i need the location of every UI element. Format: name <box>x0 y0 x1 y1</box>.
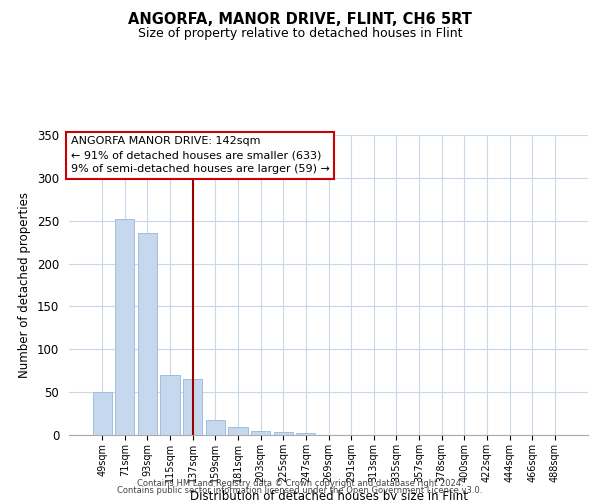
Bar <box>138 232 157 435</box>
X-axis label: Distribution of detached houses by size in Flint: Distribution of detached houses by size … <box>190 490 467 500</box>
Text: Contains public sector information licensed under the Open Government Licence v3: Contains public sector information licen… <box>118 486 482 495</box>
Bar <box>251 430 270 435</box>
Bar <box>296 434 316 435</box>
Y-axis label: Number of detached properties: Number of detached properties <box>19 192 31 378</box>
Text: Size of property relative to detached houses in Flint: Size of property relative to detached ho… <box>138 28 462 40</box>
Bar <box>183 380 202 435</box>
Bar <box>160 375 180 435</box>
Text: ANGORFA, MANOR DRIVE, FLINT, CH6 5RT: ANGORFA, MANOR DRIVE, FLINT, CH6 5RT <box>128 12 472 28</box>
Bar <box>229 428 248 435</box>
Text: ANGORFA MANOR DRIVE: 142sqm
← 91% of detached houses are smaller (633)
9% of sem: ANGORFA MANOR DRIVE: 142sqm ← 91% of det… <box>71 136 329 174</box>
Bar <box>92 392 112 435</box>
Bar <box>115 219 134 435</box>
Text: Contains HM Land Registry data © Crown copyright and database right 2024.: Contains HM Land Registry data © Crown c… <box>137 478 463 488</box>
Bar <box>206 420 225 435</box>
Bar <box>274 432 293 435</box>
